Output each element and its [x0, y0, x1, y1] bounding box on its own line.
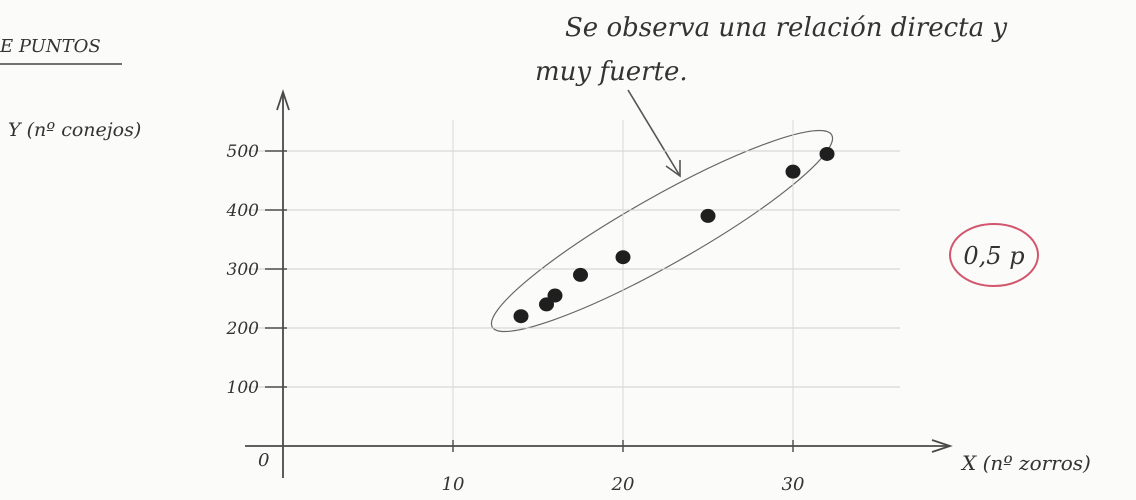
ticks: 100 200 300 400 500 10 20 30: [226, 142, 805, 495]
y-tick-label: 400: [226, 201, 260, 221]
data-point: [513, 309, 529, 324]
data-point: [819, 146, 835, 161]
grid: [245, 120, 900, 446]
data-points: [513, 146, 835, 324]
trend-ellipse: [490, 129, 834, 333]
axes: [245, 89, 953, 478]
y-tick-label: 300: [227, 260, 260, 280]
annotation-arrowhead: [665, 160, 681, 178]
data-point: [785, 164, 801, 179]
annotation-line-2: muy fuerte.: [535, 57, 688, 87]
x-tick-label: 20: [611, 474, 635, 495]
x-tick-label: 10: [442, 474, 465, 495]
data-point: [615, 250, 631, 265]
y-tick-label: 200: [226, 319, 260, 339]
y-axis-arrowhead: [276, 89, 290, 111]
y-tick-label: 100: [227, 378, 260, 398]
x-axis-label: X (nº zorros): [960, 451, 1091, 475]
data-point: [573, 267, 588, 282]
x-tick-label: 30: [782, 474, 805, 495]
grade-label: 0,5 p: [963, 242, 1024, 270]
grade-circle: [949, 223, 1039, 287]
annotation-line-1: Se observa una relación directa y: [565, 13, 1007, 43]
data-point: [547, 288, 563, 303]
section-label: E PUNTOS: [0, 36, 101, 57]
y-tick-label: 500: [227, 142, 260, 162]
origin-label: 0: [258, 450, 269, 471]
data-point: [700, 208, 716, 223]
annotation-arrow: [627, 89, 681, 177]
x-axis-arrowhead: [931, 439, 953, 453]
y-axis-label: Y (nº conejos): [8, 119, 141, 141]
